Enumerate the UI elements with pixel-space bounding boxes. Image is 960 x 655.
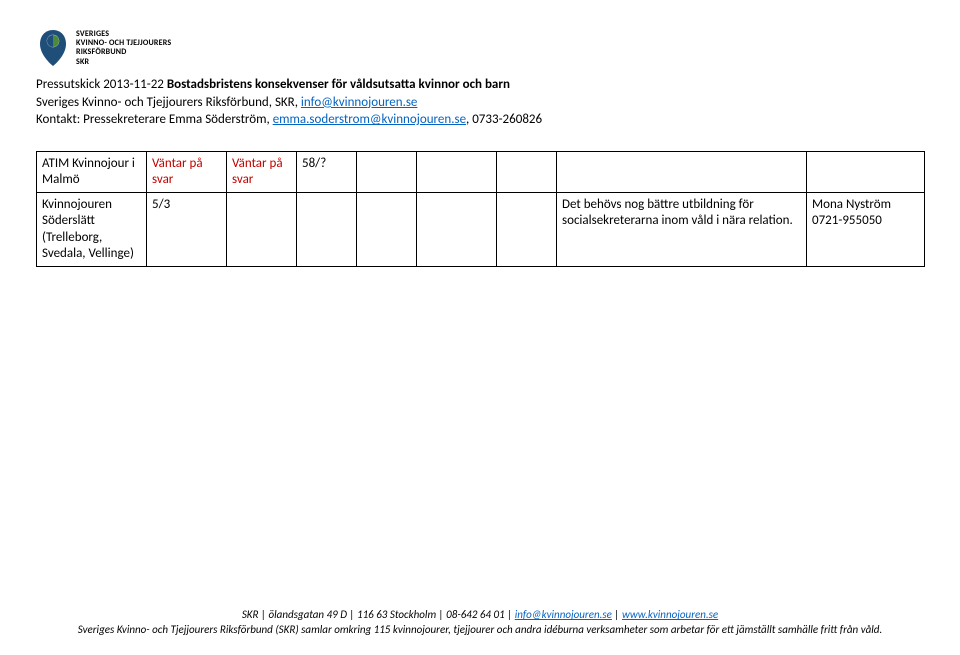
table-cell: Väntar på svar [147, 151, 227, 193]
org-line4: SKR [76, 58, 171, 67]
footer-line2: Sveriges Kvinno- och Tjejjourers Riksför… [24, 623, 936, 637]
data-table: ATIM Kvinnojour i MalmöVäntar på svarVän… [36, 151, 925, 268]
table-cell [807, 151, 925, 193]
table-cell [297, 193, 357, 267]
table-cell [227, 193, 297, 267]
table-cell [497, 151, 557, 193]
header-prefix: Pressutskick 2013-11-22 [36, 77, 167, 92]
logo-icon [36, 28, 70, 68]
footer-web-link[interactable]: www.kvinnojouren.se [622, 608, 718, 621]
header-logo-row: SVERIGES KVINNO- OCH TJEJJOURERS RIKSFÖR… [36, 28, 924, 68]
table-cell [417, 151, 497, 193]
header-line2-prefix: Sveriges Kvinno- och Tjejjourers Riksför… [36, 95, 301, 110]
table-cell: Väntar på svar [227, 151, 297, 193]
table-cell: Det behövs nog bättre utbildning för soc… [557, 193, 807, 267]
header-line3-suffix: , 0733-260826 [466, 112, 542, 127]
header-line1: Pressutskick 2013-11-22 Bostadsbristens … [36, 76, 924, 94]
header-line3: Kontakt: Pressekreterare Emma Söderström… [36, 111, 924, 129]
table-cell [357, 193, 417, 267]
table-cell [557, 151, 807, 193]
header-line2: Sveriges Kvinno- och Tjejjourers Riksför… [36, 94, 924, 112]
footer: SKR | ölandsgatan 49 D | 116 63 Stockhol… [0, 608, 960, 637]
table-cell [417, 193, 497, 267]
table-row: ATIM Kvinnojour i MalmöVäntar på svarVän… [37, 151, 925, 193]
table-cell: Kvinnojouren Söderslätt (Trelleborg, Sve… [37, 193, 147, 267]
org-line3: RIKSFÖRBUND [76, 48, 171, 57]
footer-email-link[interactable]: info@kvinnojouren.se [515, 608, 612, 621]
table-cell: Mona Nyström 0721-955050 [807, 193, 925, 267]
footer-line1: SKR | ölandsgatan 49 D | 116 63 Stockhol… [24, 608, 936, 622]
table-cell: 5/3 [147, 193, 227, 267]
footer-line1-prefix: SKR | ölandsgatan 49 D | 116 63 Stockhol… [242, 608, 515, 621]
table-row: Kvinnojouren Söderslätt (Trelleborg, Sve… [37, 193, 925, 267]
table-cell [357, 151, 417, 193]
contact-email-link[interactable]: emma.soderstrom@kvinnojouren.se [273, 112, 466, 127]
header-line3-prefix: Kontakt: Pressekreterare Emma Söderström… [36, 112, 273, 127]
header-title: Bostadsbristens konsekvenser för våldsut… [167, 77, 510, 92]
info-email-link[interactable]: info@kvinnojouren.se [301, 95, 417, 110]
footer-line1-mid: | [612, 608, 622, 621]
header-text-block: Pressutskick 2013-11-22 Bostadsbristens … [36, 76, 924, 129]
org-name-block: SVERIGES KVINNO- OCH TJEJJOURERS RIKSFÖR… [76, 28, 171, 67]
table-cell: ATIM Kvinnojour i Malmö [37, 151, 147, 193]
table-cell: 58/? [297, 151, 357, 193]
table-cell [497, 193, 557, 267]
